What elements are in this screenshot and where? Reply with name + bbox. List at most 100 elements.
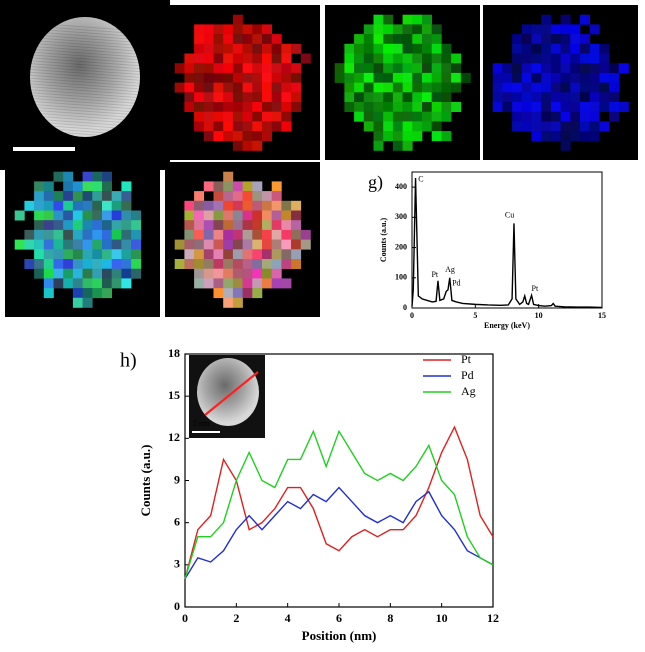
- map-pixel: [43, 210, 54, 221]
- map-pixel: [194, 121, 205, 132]
- map-pixel: [570, 53, 581, 64]
- map-pixel: [252, 220, 263, 231]
- map-pixel: [252, 200, 263, 211]
- map-pixel: [252, 82, 263, 93]
- map-pixel: [232, 200, 243, 211]
- map-pixel: [521, 121, 532, 132]
- map-pixel: [373, 102, 384, 112]
- map-pixel: [262, 220, 272, 231]
- map-pixel: [334, 72, 345, 83]
- map-pixel: [242, 82, 253, 93]
- map-pixel: [63, 249, 74, 260]
- map-pixel: [194, 43, 205, 54]
- lattice-fringe: [29, 95, 141, 104]
- map-pixel: [102, 259, 112, 269]
- map-pixel: [43, 278, 54, 289]
- map-pixel: [373, 140, 384, 151]
- map-pixel: [53, 191, 64, 202]
- panel-caption: Pt: [172, 139, 184, 154]
- map-pixel: [550, 121, 561, 132]
- map-pixel: [102, 229, 112, 240]
- map-pixel: [354, 92, 365, 103]
- map-pixel: [383, 53, 394, 64]
- map-pixel: [232, 220, 243, 231]
- map-pixel: [550, 82, 561, 93]
- map-pixel: [402, 63, 413, 74]
- map-pixel: [111, 259, 122, 269]
- map-pixel: [203, 43, 214, 54]
- map-pixel: [383, 102, 394, 112]
- map-pixel: [618, 102, 629, 112]
- map-pixel: [203, 24, 214, 35]
- map-pixel: [223, 24, 234, 35]
- map-pixel: [194, 111, 205, 122]
- map-pixel: [92, 278, 103, 289]
- map-pixel: [242, 131, 253, 142]
- map-pixel: [560, 34, 571, 45]
- map-pixel: [194, 24, 205, 35]
- map-pixel: [599, 82, 610, 93]
- map-pixel: [252, 268, 263, 279]
- map-pixel: [291, 229, 302, 240]
- map-pixel: [531, 43, 542, 54]
- map-pixel: [609, 82, 620, 93]
- map-pixel: [223, 72, 234, 83]
- map-pixel: [560, 111, 571, 122]
- map-pixel: [262, 200, 272, 211]
- map-pixel: [242, 268, 253, 279]
- map-pixel: [291, 200, 302, 211]
- map-pixel: [580, 72, 590, 83]
- map-pixel: [194, 34, 205, 45]
- map-pixel: [281, 278, 292, 289]
- map-pixel: [521, 53, 532, 64]
- map-pixel: [72, 181, 83, 192]
- map-pixel: [223, 171, 234, 182]
- map-pixel: [541, 72, 552, 83]
- map-pixel: [383, 92, 394, 103]
- map-pixel: [363, 92, 374, 103]
- x-tick-label: 0: [410, 311, 414, 320]
- map-pixel: [431, 131, 442, 142]
- map-pixel: [34, 268, 45, 279]
- map-pixel: [111, 268, 122, 279]
- map-pixel: [92, 181, 103, 192]
- map-pixel: [392, 92, 403, 103]
- map-pixel: [111, 191, 122, 202]
- map-pixel: [392, 63, 403, 74]
- map-pixel: [570, 102, 581, 112]
- map-pixel: [354, 82, 365, 93]
- map-pixel: [262, 102, 272, 112]
- map-pixel: [412, 14, 423, 25]
- map-pixel: [223, 200, 234, 211]
- map-pixel: [363, 82, 374, 93]
- map-pixel: [242, 220, 253, 231]
- map-pixel: [512, 121, 523, 132]
- map-pixel: [599, 121, 610, 132]
- peak-annotation: C: [418, 174, 423, 183]
- map-pixel: [392, 102, 403, 112]
- y-tick-label: 0: [174, 599, 180, 613]
- map-pixel: [392, 72, 403, 83]
- map-pixel: [550, 63, 561, 74]
- map-pixel: [291, 210, 302, 221]
- map-pixel: [82, 288, 93, 299]
- map-pixel: [363, 72, 374, 83]
- map-pixel: [184, 239, 195, 250]
- map-pixel: [242, 259, 253, 269]
- y-tick-label: 18: [168, 346, 180, 360]
- map-pixel: [512, 82, 523, 93]
- map-pixel: [53, 229, 64, 240]
- map-pixel: [262, 249, 272, 260]
- x-tick-label: 10: [535, 311, 543, 320]
- map-pixel: [271, 63, 282, 74]
- map-pixel: [43, 288, 54, 299]
- map-pixel: [560, 140, 571, 151]
- map-pixel: [291, 92, 302, 103]
- map-pixel: [271, 210, 282, 221]
- map-pixel: [232, 140, 243, 151]
- map-pixel: [580, 121, 590, 132]
- map-pixel: [242, 229, 253, 240]
- map-pixel: [291, 239, 302, 250]
- map-pixel: [541, 92, 552, 103]
- map-pixel: [223, 34, 234, 45]
